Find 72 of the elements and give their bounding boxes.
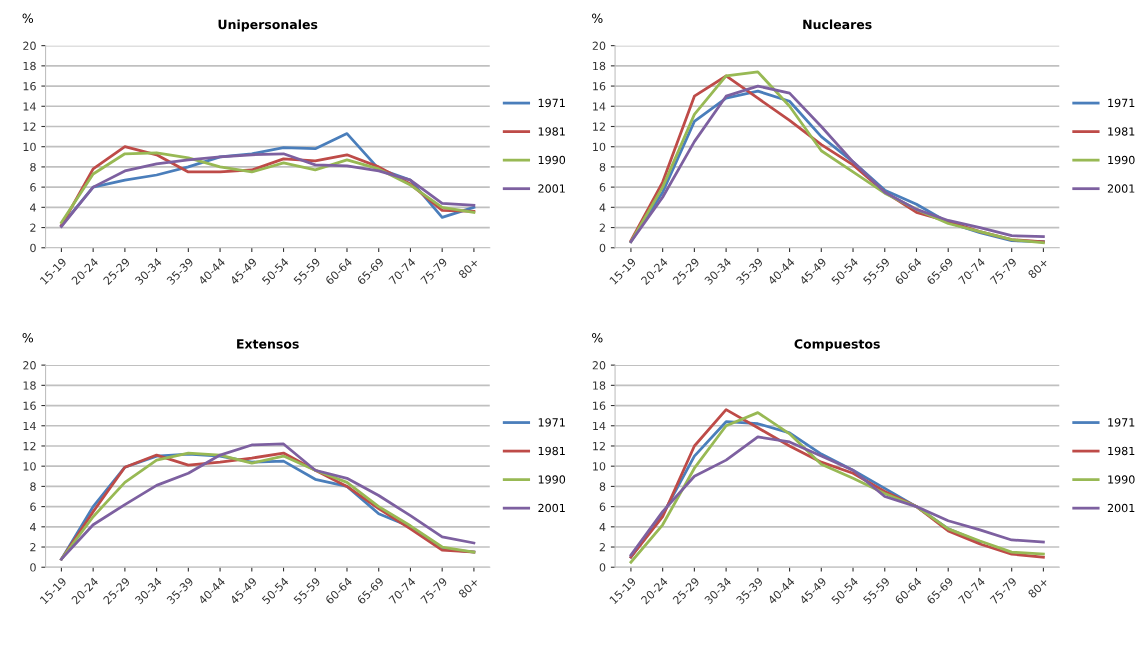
legend-label: 2001 [1107, 184, 1135, 193]
y-axis-title: % [592, 13, 603, 24]
legend-label: 1990 [1108, 155, 1135, 165]
y-tick-label: 0 [30, 563, 36, 572]
y-tick-label: 4 [30, 203, 36, 212]
x-tick-label: 80+ [458, 257, 480, 279]
y-tick-label: 20 [23, 361, 36, 370]
y-tick-label: 4 [599, 522, 606, 532]
y-tick-label: 8 [599, 162, 606, 172]
legend-label: 1971 [538, 418, 565, 427]
y-tick-label: 2 [30, 543, 36, 552]
legend-label: 2001 [538, 503, 565, 513]
x-tick-label: 80+ [1027, 577, 1049, 599]
y-tick-label: 20 [592, 361, 606, 370]
legend-label: 1981 [538, 127, 565, 136]
y-tick-label: 16 [593, 82, 606, 91]
y-tick-label: 0 [599, 243, 606, 253]
y-tick-label: 6 [599, 183, 606, 192]
legend-label: 1981 [538, 446, 565, 456]
y-tick-label: 14 [23, 102, 36, 111]
y-tick-label: 6 [30, 183, 36, 192]
y-tick-label: 8 [599, 482, 606, 491]
legend-label: 1990 [538, 155, 566, 165]
y-tick-label: 10 [593, 462, 606, 471]
y-tick-label: 16 [23, 401, 36, 410]
legend-label: 1971 [1108, 418, 1135, 427]
y-tick-label: 0 [30, 243, 36, 253]
y-tick-label: 14 [593, 421, 606, 430]
y-tick-label: 0 [599, 563, 606, 572]
y-tick-label: 4 [599, 203, 606, 212]
y-tick-label: 20 [592, 41, 606, 51]
y-tick-label: 18 [23, 381, 36, 390]
legend-label: 1981 [1108, 127, 1135, 136]
legend-label: 2001 [1107, 503, 1135, 513]
y-tick-label: 4 [30, 522, 36, 532]
legend-label: 1981 [1108, 446, 1135, 456]
y-axis-title: % [22, 13, 34, 24]
legend-label: 2001 [538, 184, 565, 193]
x-tick-label: 80+ [1027, 257, 1049, 279]
chart-title: Nucleares [803, 19, 872, 30]
y-tick-label: 2 [599, 223, 605, 232]
y-tick-label: 8 [30, 162, 36, 172]
legend-label: 1971 [1108, 98, 1135, 108]
y-tick-label: 14 [593, 102, 606, 111]
y-tick-label: 8 [30, 482, 36, 491]
y-tick-label: 12 [593, 441, 605, 451]
y-axis-title: % [22, 333, 34, 343]
y-tick-label: 18 [593, 61, 606, 71]
y-tick-label: 10 [593, 142, 606, 152]
chart-title: Unipersonales [218, 19, 318, 32]
chart-title: Compuestos [794, 339, 880, 352]
y-tick-label: 6 [30, 502, 36, 511]
y-tick-label: 12 [23, 441, 36, 451]
y-tick-label: 10 [23, 142, 36, 152]
x-tick-label: 80+ [458, 577, 480, 599]
legend-label: 1990 [538, 475, 566, 484]
y-tick-label: 12 [593, 122, 605, 131]
y-tick-label: 6 [599, 502, 606, 511]
y-axis-title: % [592, 333, 603, 343]
legend-label: 1971 [538, 98, 565, 108]
y-tick-label: 14 [23, 421, 36, 430]
y-tick-label: 18 [23, 61, 36, 71]
y-tick-label: 12 [23, 122, 36, 131]
y-tick-label: 16 [593, 401, 606, 410]
legend-label: 1990 [1108, 475, 1135, 484]
y-tick-label: 2 [599, 543, 605, 552]
chart-title: Extensos [237, 339, 299, 349]
y-tick-label: 16 [23, 82, 36, 91]
y-tick-label: 20 [23, 41, 36, 51]
y-tick-label: 2 [30, 223, 36, 232]
y-tick-label: 10 [23, 462, 36, 471]
y-tick-label: 18 [593, 381, 606, 390]
